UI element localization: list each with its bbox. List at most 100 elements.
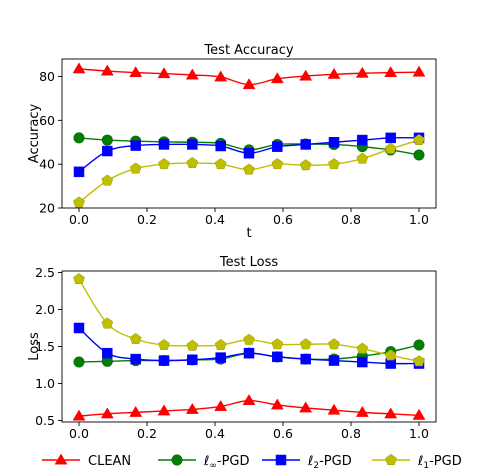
data-point	[412, 408, 426, 420]
x-tick-label: 1.0	[409, 426, 429, 441]
x-tick-label: 0.6	[273, 212, 293, 227]
legend-marker	[54, 453, 68, 465]
legend-label: ℓ2-PGD	[307, 454, 352, 471]
legend-item: ℓ1-PGD	[372, 453, 462, 471]
data-point	[357, 134, 368, 146]
data-point	[271, 338, 284, 350]
y-axis-label: Loss	[27, 332, 42, 361]
data-point	[355, 66, 369, 78]
y-axis-label: Accuracy	[27, 104, 42, 164]
series-3	[73, 133, 425, 208]
data-point	[186, 339, 199, 351]
data-point	[158, 338, 170, 350]
legend-marker	[385, 453, 397, 465]
data-point	[187, 354, 198, 366]
data-point	[271, 158, 284, 170]
data-point	[270, 398, 284, 410]
data-point	[355, 405, 369, 417]
data-point	[130, 140, 141, 151]
data-point	[385, 132, 396, 144]
data-point	[185, 68, 199, 80]
x-tick-label: 0.0	[69, 212, 89, 227]
legend-label: ℓ∞-PGD	[203, 454, 250, 471]
data-point	[328, 137, 340, 148]
data-point	[73, 322, 85, 334]
data-point	[72, 409, 86, 421]
data-point	[214, 338, 227, 350]
legend: CLEAN ℓ∞-PGD ℓ2-PGD ℓ1-PGD	[42, 453, 462, 471]
data-point	[270, 72, 284, 84]
data-point	[328, 158, 340, 170]
y-tick-label: 60	[39, 113, 55, 128]
data-point	[356, 342, 369, 354]
x-tick-label: 0.6	[273, 426, 293, 441]
data-point	[157, 404, 171, 416]
data-point	[214, 399, 228, 411]
data-point	[214, 158, 227, 170]
legend-item: CLEAN	[42, 453, 131, 469]
data-point	[129, 405, 143, 417]
chart-panel-1: Test Loss 0.0 0.2 0.4 0.6 0.8 1.0 0.5 1.0 1.5 2.0 2…	[27, 255, 437, 441]
data-point	[214, 70, 228, 82]
legend-marker	[171, 454, 183, 466]
y-tick-label: 1.5	[35, 339, 55, 354]
data-point	[129, 332, 142, 345]
data-point	[158, 355, 170, 366]
data-point	[413, 355, 425, 367]
series-2	[73, 322, 425, 369]
y-tick-label: 0.5	[35, 413, 55, 428]
data-point	[157, 67, 171, 79]
data-point	[299, 338, 312, 350]
x-tick-label: 0.2	[137, 426, 157, 441]
data-point	[384, 66, 398, 78]
data-point	[130, 353, 141, 365]
legend-label: ℓ1-PGD	[417, 454, 462, 471]
series-0	[72, 62, 426, 90]
data-point	[186, 156, 199, 169]
x-axis-label: t	[246, 226, 251, 241]
data-point	[384, 407, 398, 419]
data-point	[187, 139, 198, 150]
data-point	[327, 67, 341, 79]
data-point	[243, 333, 255, 345]
data-point	[215, 140, 226, 152]
x-tick-label: 0.2	[137, 212, 157, 227]
data-point	[243, 163, 255, 175]
data-point	[73, 166, 85, 178]
data-point	[299, 401, 313, 413]
data-point	[413, 133, 425, 146]
data-point	[272, 351, 283, 363]
x-tick-label: 0.4	[205, 426, 225, 441]
data-point	[73, 196, 85, 208]
x-tick-label: 0.8	[341, 426, 361, 441]
data-point	[300, 139, 311, 150]
data-point	[101, 317, 114, 329]
series-3	[73, 273, 425, 367]
y-tick-label: 80	[39, 69, 55, 84]
data-point	[242, 78, 256, 90]
x-tick-label: 0.4	[205, 212, 225, 227]
data-point	[129, 66, 143, 78]
data-point	[299, 69, 313, 81]
data-point	[327, 403, 341, 415]
data-point	[413, 339, 425, 351]
data-point	[73, 356, 85, 368]
data-point	[102, 347, 113, 359]
data-point	[356, 152, 369, 164]
chart-title: Test Loss	[219, 255, 278, 270]
x-tick-label: 0.0	[69, 426, 89, 441]
data-point	[413, 149, 425, 161]
data-point	[73, 132, 85, 144]
legend-label: CLEAN	[88, 454, 131, 469]
data-point	[328, 338, 340, 350]
data-point	[101, 174, 114, 186]
y-tick-label: 2.0	[35, 302, 55, 317]
data-point	[272, 141, 283, 152]
data-point	[243, 147, 255, 159]
y-tick-label: 2.5	[35, 265, 55, 280]
x-tick-label: 1.0	[409, 212, 429, 227]
data-point	[384, 349, 397, 361]
data-point	[328, 355, 340, 366]
data-point	[300, 353, 311, 365]
